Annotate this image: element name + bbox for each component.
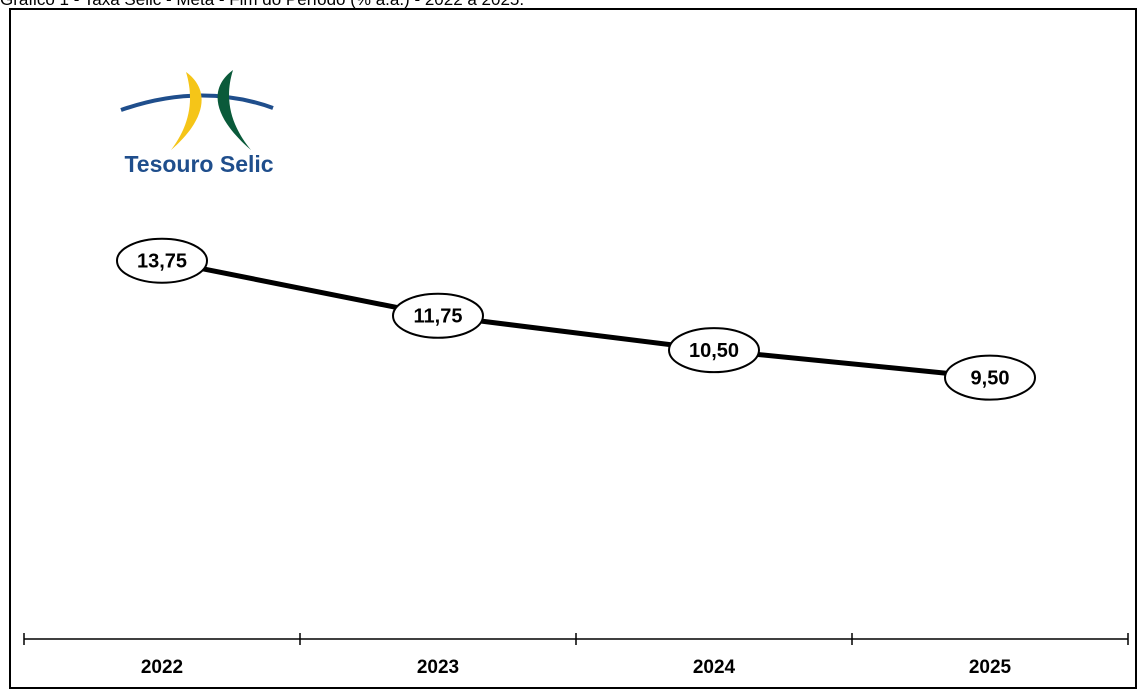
chart-frame: Tesouro Selic 2022 2023 2024 2025 13,75 11,7… — [9, 8, 1137, 689]
x-tick-label: 2025 — [969, 657, 1012, 678]
data-label-bubble — [392, 292, 484, 339]
line-chart: Tesouro Selic 2022 2023 2024 2025 13,75 11,7… — [23, 70, 1129, 678]
data-label-bubble — [944, 354, 1036, 401]
x-tick-label: 2023 — [417, 657, 459, 678]
data-label: 11,75 — [392, 292, 484, 339]
tesouro-selic-logo: Tesouro Selic — [120, 70, 274, 177]
data-label: 9,50 — [944, 354, 1036, 401]
series-line — [161, 258, 991, 381]
data-labels: 13,75 11,75 10,50 9,50 — [116, 237, 1036, 401]
logo-yellow-swoosh — [171, 72, 202, 150]
data-label-text: 13,75 — [137, 251, 187, 273]
series-path — [161, 258, 991, 381]
data-label-text: 10,50 — [689, 340, 739, 362]
chart-title: Gráfico 1 - Taxa Selic - Meta - Fim do P… — [0, 0, 524, 9]
logo-text: Tesouro Selic — [124, 151, 273, 177]
data-label-text: 11,75 — [414, 306, 463, 328]
data-label-bubble — [668, 327, 760, 374]
x-tick-label: 2024 — [693, 657, 736, 678]
x-tick-label: 2022 — [141, 657, 183, 678]
data-label: 10,50 — [668, 327, 760, 374]
logo-green-swoosh — [217, 70, 251, 150]
x-axis: 2022 2023 2024 2025 — [23, 633, 1129, 678]
data-label-bubble — [116, 237, 208, 284]
data-label: 13,75 — [116, 237, 208, 284]
data-label-text: 9,50 — [971, 368, 1010, 390]
